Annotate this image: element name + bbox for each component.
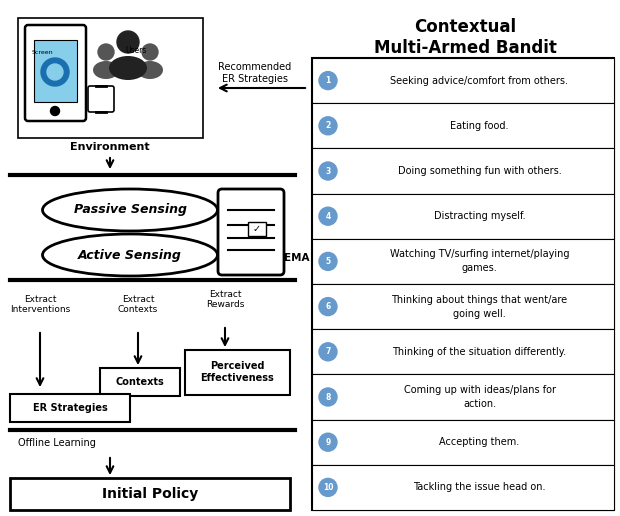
Ellipse shape	[93, 61, 119, 79]
FancyBboxPatch shape	[185, 350, 290, 395]
Circle shape	[41, 58, 69, 86]
Circle shape	[117, 31, 139, 53]
FancyBboxPatch shape	[312, 239, 614, 284]
Text: 5: 5	[326, 257, 330, 266]
FancyBboxPatch shape	[312, 103, 614, 149]
Text: Distracting myself.: Distracting myself.	[433, 211, 525, 221]
Circle shape	[98, 44, 114, 60]
Text: games.: games.	[462, 263, 497, 273]
Text: action.: action.	[463, 399, 496, 409]
Text: Coming up with ideas/plans for: Coming up with ideas/plans for	[404, 385, 556, 395]
Text: Doing something fun with others.: Doing something fun with others.	[397, 166, 561, 176]
Text: Initial Policy: Initial Policy	[102, 487, 198, 501]
Text: Passive Sensing: Passive Sensing	[74, 203, 187, 217]
Text: Environment: Environment	[70, 142, 150, 152]
FancyBboxPatch shape	[10, 478, 290, 510]
Circle shape	[319, 478, 337, 496]
Ellipse shape	[109, 56, 147, 80]
Circle shape	[319, 298, 337, 316]
Circle shape	[319, 72, 337, 90]
Text: Extract
Contexts: Extract Contexts	[118, 295, 158, 314]
Text: Watching TV/surfing internet/playing: Watching TV/surfing internet/playing	[390, 249, 569, 260]
FancyBboxPatch shape	[312, 465, 614, 510]
Circle shape	[319, 388, 337, 406]
Text: Contextual
Multi-Armed Bandit: Contextual Multi-Armed Bandit	[374, 18, 556, 57]
Text: Extract
Interventions: Extract Interventions	[10, 295, 70, 314]
Text: EMA: EMA	[284, 253, 309, 263]
FancyBboxPatch shape	[312, 420, 614, 465]
FancyBboxPatch shape	[312, 375, 614, 420]
FancyBboxPatch shape	[218, 189, 284, 275]
Text: Thinking about things that went/are: Thinking about things that went/are	[391, 295, 567, 304]
FancyBboxPatch shape	[100, 368, 180, 396]
Text: Contexts: Contexts	[115, 377, 164, 387]
FancyBboxPatch shape	[34, 40, 77, 102]
FancyBboxPatch shape	[88, 86, 114, 112]
FancyBboxPatch shape	[312, 194, 614, 239]
Text: Screen: Screen	[32, 50, 53, 55]
Text: Active Sensing: Active Sensing	[78, 249, 182, 262]
Text: 6: 6	[326, 302, 330, 311]
Text: Thinking of the situation differently.: Thinking of the situation differently.	[392, 347, 567, 357]
Text: 8: 8	[326, 393, 330, 401]
FancyBboxPatch shape	[25, 25, 86, 121]
FancyBboxPatch shape	[10, 394, 130, 422]
Circle shape	[50, 106, 60, 116]
FancyBboxPatch shape	[312, 58, 614, 103]
Circle shape	[319, 162, 337, 180]
Text: ✓: ✓	[253, 224, 261, 234]
Text: ER Strategies: ER Strategies	[33, 403, 107, 413]
Circle shape	[319, 433, 337, 451]
Text: Tackling the issue head on.: Tackling the issue head on.	[414, 482, 546, 492]
Ellipse shape	[137, 61, 163, 79]
Text: going well.: going well.	[453, 309, 506, 318]
Circle shape	[47, 64, 63, 80]
FancyBboxPatch shape	[248, 222, 266, 236]
Text: Users: Users	[125, 46, 147, 55]
Circle shape	[319, 252, 337, 270]
Text: 10: 10	[323, 483, 334, 492]
Ellipse shape	[43, 189, 218, 231]
Text: 3: 3	[326, 167, 330, 175]
Circle shape	[319, 117, 337, 135]
FancyBboxPatch shape	[18, 18, 203, 138]
FancyBboxPatch shape	[312, 284, 614, 329]
Text: Perceived
Effectiveness: Perceived Effectiveness	[200, 361, 274, 383]
Text: 7: 7	[326, 347, 330, 357]
Text: 4: 4	[326, 212, 330, 221]
Text: 1: 1	[326, 76, 330, 85]
Ellipse shape	[43, 234, 218, 276]
Text: 9: 9	[326, 438, 330, 447]
FancyBboxPatch shape	[312, 58, 614, 510]
Text: Offline Learning: Offline Learning	[18, 438, 96, 448]
Text: Recommended
ER Strategies: Recommended ER Strategies	[218, 62, 291, 84]
Text: Accepting them.: Accepting them.	[440, 437, 520, 447]
FancyBboxPatch shape	[312, 149, 614, 194]
Text: Extract
Rewards: Extract Rewards	[206, 290, 244, 310]
Circle shape	[142, 44, 158, 60]
Circle shape	[319, 343, 337, 361]
Circle shape	[319, 207, 337, 225]
Text: Eating food.: Eating food.	[450, 121, 509, 131]
Text: 2: 2	[326, 121, 330, 131]
Text: Seeking advice/comfort from others.: Seeking advice/comfort from others.	[391, 76, 569, 86]
FancyBboxPatch shape	[312, 329, 614, 375]
